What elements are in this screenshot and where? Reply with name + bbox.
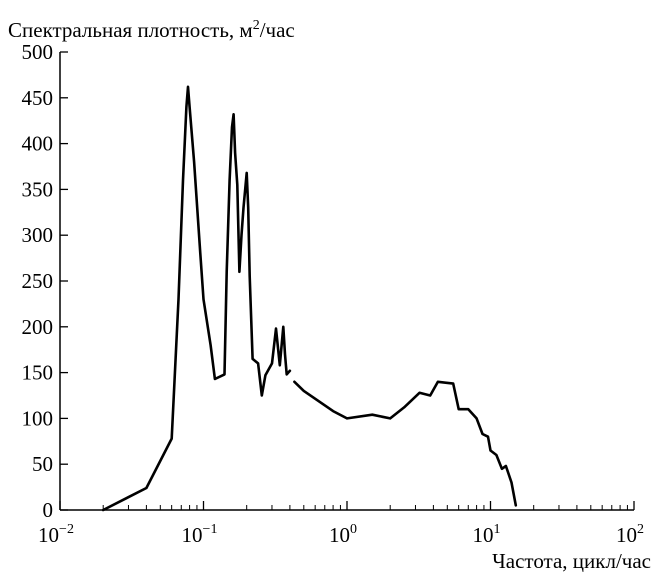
- x-tick-base: 10: [473, 523, 494, 547]
- x-tick-exp: −2: [59, 522, 74, 537]
- y-axis-label-main: Спектральная плотность, м: [8, 18, 253, 42]
- x-tick-base: 10: [329, 523, 350, 547]
- x-tick-base: 10: [182, 523, 203, 547]
- y-tick-label: 450: [22, 86, 54, 110]
- y-axis-label: Спектральная плотность, м2/час: [8, 18, 295, 42]
- y-tick-label: 150: [22, 361, 54, 385]
- y-axis-label-sup: 2: [253, 18, 260, 33]
- y-tick-label: 50: [32, 452, 53, 476]
- x-tick-label: 10−2: [38, 522, 74, 547]
- y-tick-label: 500: [22, 40, 54, 64]
- y-tick-label: 100: [22, 406, 54, 430]
- y-axis-label-tail: /час: [260, 18, 295, 42]
- y-tick-label: 400: [22, 132, 54, 156]
- y-tick-label: 0: [43, 498, 54, 522]
- spectrum-line: [293, 380, 518, 507]
- x-tick-base: 10: [38, 523, 59, 547]
- spectrum-line: [101, 85, 292, 512]
- y-tick-label: 200: [22, 315, 54, 339]
- x-tick-exp: 1: [494, 522, 501, 537]
- x-axis-label: Частота, цикл/час: [492, 549, 651, 573]
- x-tick-label: 100: [329, 522, 357, 547]
- x-tick-label: 101: [473, 522, 501, 547]
- y-tick-label: 350: [22, 177, 54, 201]
- x-tick-exp: 2: [637, 522, 644, 537]
- x-tick-exp: −1: [203, 522, 218, 537]
- y-tick-label: 300: [22, 223, 54, 247]
- x-tick-base: 10: [616, 523, 637, 547]
- x-tick-exp: 0: [350, 522, 357, 537]
- x-tick-label: 102: [616, 522, 644, 547]
- x-tick-label: 10−1: [182, 522, 218, 547]
- y-tick-label: 250: [22, 269, 54, 293]
- plot-area: [101, 85, 518, 512]
